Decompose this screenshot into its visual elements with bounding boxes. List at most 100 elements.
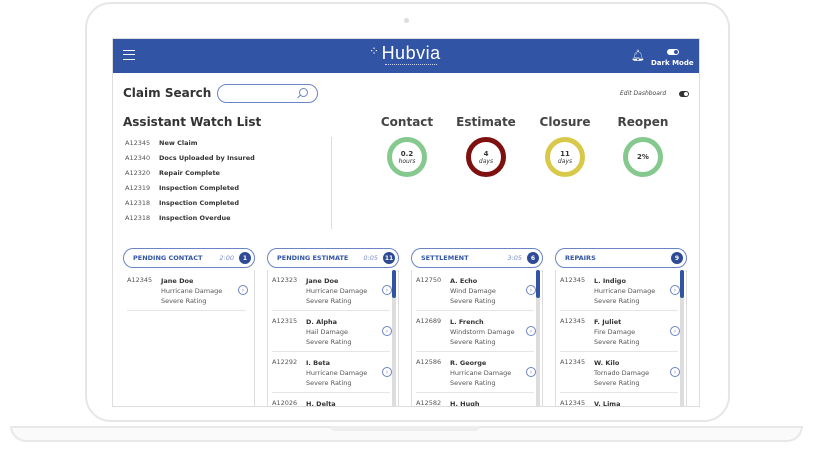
watch-text: Inspection Overdue — [159, 214, 231, 222]
column-title: PENDING ESTIMATE — [277, 254, 349, 262]
dark-mode-label: Dark Mode — [651, 59, 694, 67]
claim-id: A12345 — [127, 276, 153, 284]
watch-list-title: Assistant Watch List — [123, 115, 262, 129]
severity-rating: Severe Rating — [306, 297, 352, 305]
count-badge: 11 — [383, 252, 395, 264]
claim-id: A12345 — [560, 399, 586, 407]
claim-list: A12750 A. Echo Wind Damage Severe Rating › A1… — [411, 270, 543, 407]
watch-list-item[interactable]: A12318 Inspection Completed — [125, 199, 255, 214]
scrollbar[interactable] — [536, 270, 540, 406]
claimant-name: W. Kilo — [594, 359, 620, 367]
watch-list-item[interactable]: A12340 Docs Uploaded by Insured — [125, 154, 255, 169]
column-title: REPAIRS — [565, 254, 596, 262]
chevron-right-icon[interactable]: › — [382, 285, 392, 295]
chevron-right-icon[interactable]: › — [670, 326, 680, 336]
damage-type: Hurricane Damage — [306, 287, 368, 295]
claim-card[interactable]: A12582 H. Hugh — [416, 393, 534, 407]
chevron-right-icon[interactable]: › — [382, 367, 392, 377]
claimant-name: L. Indigo — [594, 277, 626, 285]
watch-list-item[interactable]: A12319 Inspection Completed — [125, 184, 255, 199]
damage-type: Windstorm Damage — [450, 328, 515, 336]
column-settlement: SETTLEMENT 3:05 6 A12750 A. Echo Wind Damage S… — [411, 248, 543, 407]
scrollbar[interactable] — [392, 270, 396, 406]
watch-text: Inspection Completed — [159, 184, 239, 192]
damage-type: Hail Damage — [306, 328, 348, 336]
claim-list: A12345 Jane Doe Hurricane Damage Severe Rat… — [123, 270, 255, 406]
watch-list-item[interactable]: A12320 Repair Complete — [125, 169, 255, 184]
claim-id: A12320 — [125, 169, 151, 177]
claim-card[interactable]: A12345 Jane Doe Hurricane Damage Severe Rat… — [127, 270, 248, 311]
claim-id: A12345 — [125, 139, 151, 147]
column-title: PENDING CONTACT — [133, 254, 203, 262]
column-header[interactable]: PENDING ESTIMATE 0:05 11 — [267, 248, 399, 268]
chevron-right-icon[interactable]: › — [526, 367, 536, 377]
claim-id: A12345 — [560, 276, 586, 284]
watch-list: A12345 New Claim A12340 Docs Uploaded by In… — [125, 139, 255, 229]
logo[interactable]: ⁘ Hubvia — [369, 43, 441, 63]
claim-card[interactable]: A12323 Jane Doe Hurricane Damage Severe Rat… — [272, 270, 392, 311]
claim-card[interactable]: A12689 L. French Windstorm Damage Severe Ra… — [416, 311, 536, 352]
column-header[interactable]: SETTLEMENT 3:05 6 — [411, 248, 543, 268]
claim-card[interactable]: A12345 W. Kilo Tornado Damage Severe Rating… — [560, 352, 680, 393]
dark-mode-toggle[interactable] — [667, 49, 679, 55]
claim-card[interactable]: A12750 A. Echo Wind Damage Severe Rating › — [416, 270, 536, 311]
claim-id: A12315 — [272, 317, 298, 325]
claim-search-label: Claim Search — [123, 86, 212, 100]
claim-card[interactable]: A12026 H. Delta — [272, 393, 390, 406]
claim-id: A12582 — [416, 399, 442, 407]
chevron-right-icon[interactable]: › — [238, 285, 248, 295]
severity-rating: Severe Rating — [594, 338, 640, 346]
metric-ring: 2% — [623, 137, 663, 177]
metric-unit: days — [478, 157, 494, 165]
chevron-right-icon[interactable]: › — [382, 326, 392, 336]
claim-list: A12345 L. Indigo Hurricane Damage Severe Ra… — [555, 270, 687, 407]
column-header[interactable]: PENDING CONTACT 2:00 1 — [123, 248, 255, 268]
chevron-right-icon[interactable]: › — [670, 367, 680, 377]
severity-rating: Severe Rating — [450, 297, 496, 305]
damage-type: Tornado Damage — [594, 369, 650, 377]
menu-icon[interactable] — [123, 50, 135, 60]
severity-rating: Severe Rating — [161, 297, 207, 305]
damage-type: Fire Damage — [594, 328, 636, 336]
claim-list: A12323 Jane Doe Hurricane Damage Severe Rat… — [267, 270, 399, 406]
search-icon[interactable] — [299, 88, 308, 97]
claimant-name: V. Lima — [594, 400, 621, 407]
claim-card[interactable]: A12292 I. Beta Hurricane Damage Severe Rati… — [272, 352, 392, 393]
watch-list-item[interactable]: A12345 New Claim — [125, 139, 255, 154]
claim-card[interactable]: A12315 D. Alpha Hail Damage Severe Rating › — [272, 311, 392, 352]
scrollbar[interactable] — [680, 270, 684, 406]
metric-ring: 11 days — [545, 137, 585, 177]
watch-list-item[interactable]: A12318 Inspection Overdue — [125, 214, 255, 229]
column-title: SETTLEMENT — [421, 254, 469, 262]
damage-type: Wind Damage — [450, 287, 496, 295]
scrollbar-thumb[interactable] — [536, 270, 540, 298]
claim-card[interactable]: A12345 V. Lima — [560, 393, 678, 407]
scrollbar-thumb[interactable] — [392, 270, 396, 298]
severity-rating: Severe Rating — [306, 338, 352, 346]
dashboard-screen: ⁘ Hubvia 🔔︎ Dark Mode Claim Search Edit D… — [112, 38, 700, 407]
chevron-right-icon[interactable]: › — [526, 326, 536, 336]
column-pending-estimate: PENDING ESTIMATE 0:05 11 A12323 Jane Doe Hurr… — [267, 248, 399, 406]
count-badge: 9 — [671, 252, 683, 264]
chevron-right-icon[interactable]: › — [526, 285, 536, 295]
count-badge: 1 — [239, 252, 251, 264]
claim-id: A12292 — [272, 358, 298, 366]
metric-unit: hours — [398, 157, 416, 165]
column-header[interactable]: REPAIRS 9 — [555, 248, 687, 268]
claimant-name: F. Juliet — [594, 318, 622, 326]
claim-id: A12319 — [125, 184, 151, 192]
chevron-right-icon[interactable]: › — [670, 285, 680, 295]
claim-id: A12323 — [272, 276, 298, 284]
damage-type: Hurricane Damage — [161, 287, 223, 295]
claim-card[interactable]: A12345 L. Indigo Hurricane Damage Severe Ra… — [560, 270, 680, 311]
scrollbar-thumb[interactable] — [680, 270, 684, 298]
severity-rating: Severe Rating — [450, 338, 496, 346]
claim-card[interactable]: A12586 R. George Hurricane Damage Severe Ra… — [416, 352, 536, 393]
claimant-name: H. Hugh — [450, 400, 480, 407]
claim-search-input[interactable] — [217, 84, 318, 103]
bell-icon[interactable]: 🔔︎ — [631, 49, 645, 62]
claim-id: A12689 — [416, 317, 442, 325]
watch-text: Docs Uploaded by Insured — [159, 154, 255, 162]
edit-dashboard-toggle[interactable] — [679, 91, 689, 97]
claim-card[interactable]: A12345 F. Juliet Fire Damage Severe Rating › — [560, 311, 680, 352]
